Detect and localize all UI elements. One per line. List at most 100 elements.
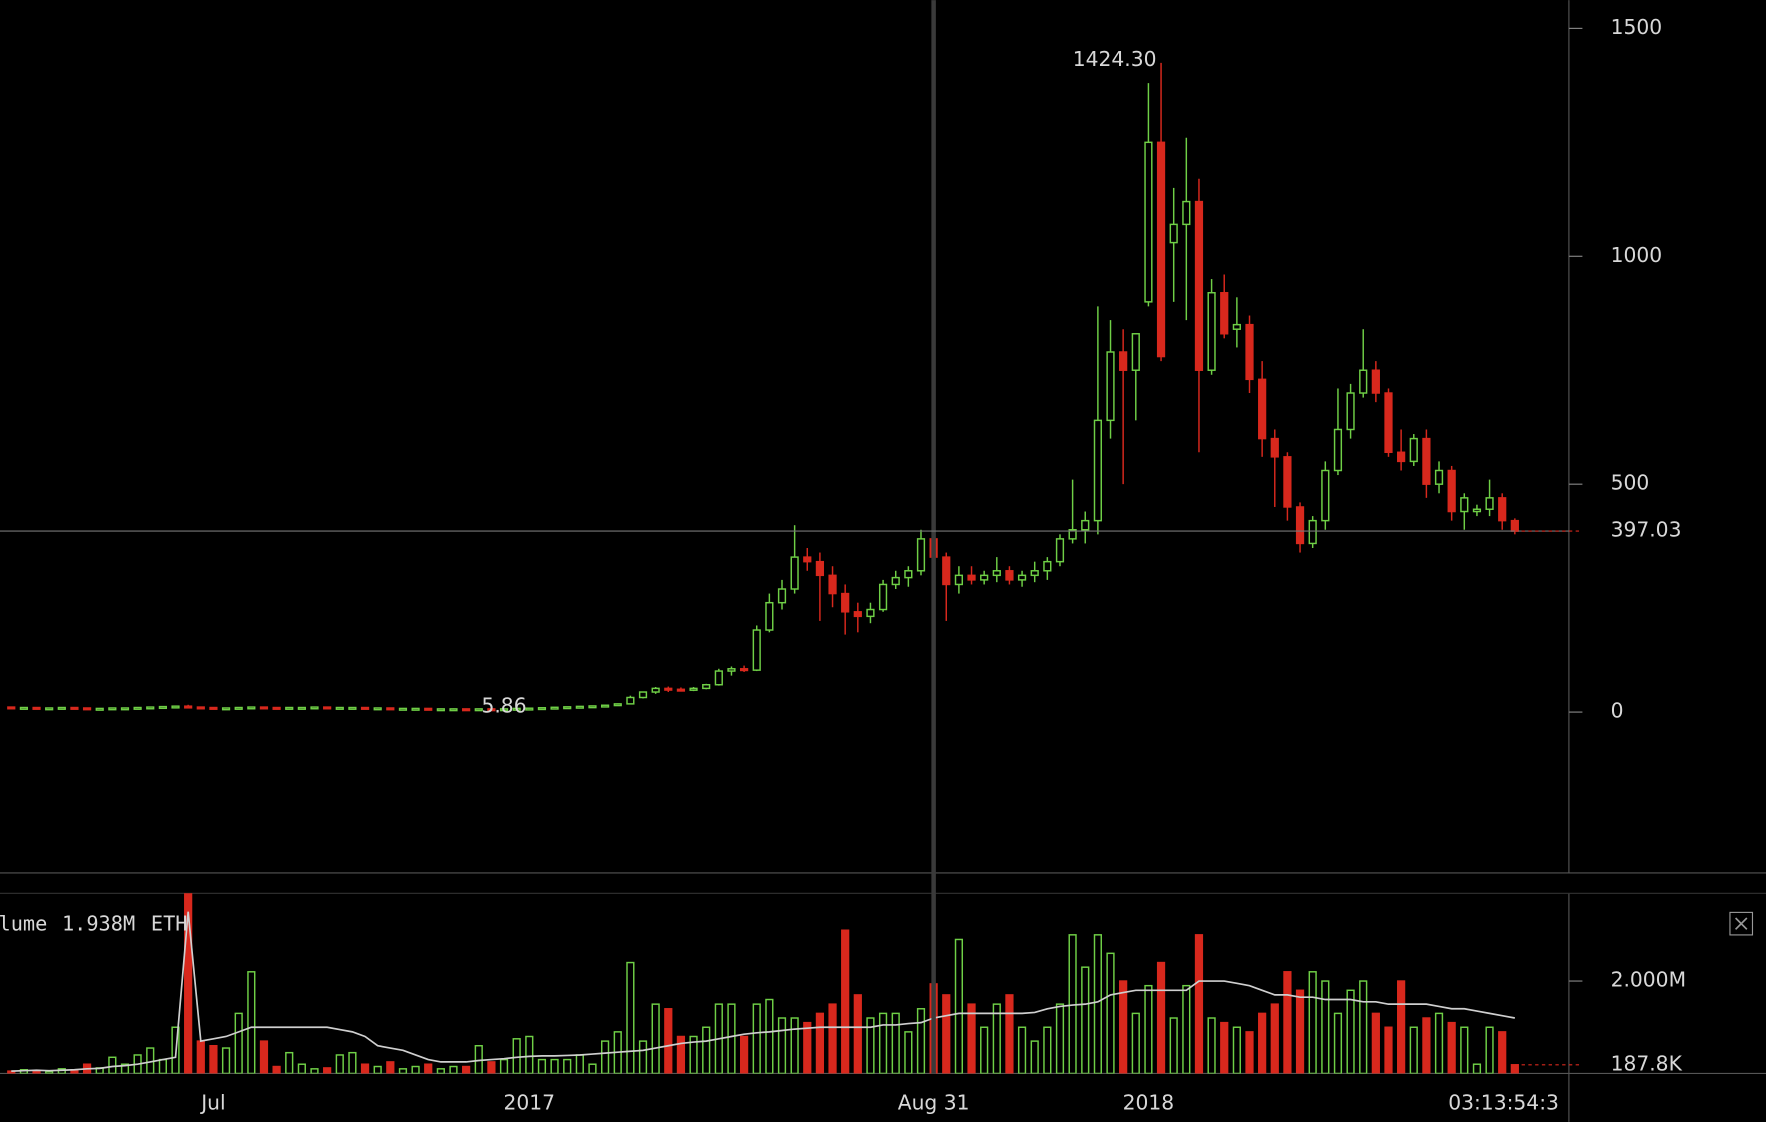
- volume-bar: [436, 1068, 445, 1074]
- volume-bar: [1295, 989, 1305, 1074]
- close-button-frame: [1729, 911, 1754, 936]
- volume-bar: [386, 1061, 395, 1074]
- close-icon: [1734, 917, 1748, 930]
- last-price-label: 397.03: [1611, 518, 1682, 542]
- volume-bar: [676, 1035, 686, 1074]
- candle-body: [1068, 529, 1077, 540]
- candle-body: [1169, 223, 1178, 244]
- candle-body: [474, 708, 483, 712]
- volume-bar: [1498, 1031, 1507, 1074]
- candle-body: [1194, 200, 1204, 371]
- close-button[interactable]: [1729, 911, 1754, 936]
- x-tick-label: Jul: [199, 1090, 225, 1114]
- candle-body: [158, 705, 167, 710]
- candle-body: [1409, 437, 1418, 463]
- volume-bar: [259, 1040, 269, 1074]
- volume-bar: [1245, 1031, 1254, 1074]
- candle-body: [348, 706, 357, 710]
- candle-body: [866, 608, 875, 618]
- candle-body: [1333, 428, 1343, 472]
- candle-body: [487, 708, 496, 712]
- candle-body: [841, 592, 850, 613]
- candle-body: [184, 705, 193, 709]
- candle-body: [588, 705, 597, 709]
- candle-body: [1119, 351, 1128, 371]
- volume-bar: [980, 1026, 989, 1074]
- candle-body: [1295, 506, 1305, 545]
- candle-body: [398, 707, 408, 711]
- volume-bar: [1043, 1026, 1052, 1074]
- candle-body: [1384, 392, 1393, 454]
- low-annotation: 5.86: [481, 694, 526, 718]
- volume-bar: [1359, 980, 1368, 1074]
- candle-body: [916, 538, 926, 572]
- candle-body: [1371, 369, 1380, 394]
- volume-bar: [575, 1054, 584, 1074]
- candle-body: [739, 668, 749, 672]
- volume-bar: [1258, 1012, 1267, 1074]
- candle-body: [1359, 369, 1368, 394]
- candle-body: [95, 707, 104, 711]
- candle-body: [878, 583, 888, 611]
- volume-bar: [992, 1003, 1001, 1074]
- volume-bar: [1055, 1003, 1065, 1074]
- volume-bar: [1005, 994, 1014, 1074]
- volume-bar: [765, 998, 774, 1074]
- candle-body: [386, 707, 395, 711]
- candle-body: [82, 707, 92, 711]
- y-tick-label: 1000: [1611, 243, 1663, 267]
- candle-body: [499, 708, 509, 712]
- candle-body: [297, 706, 306, 710]
- volume-bar: [1346, 989, 1355, 1074]
- volume-bar: [702, 1026, 711, 1074]
- volume-bar: [790, 1017, 799, 1074]
- candle-body: [1434, 469, 1444, 485]
- volume-bar: [221, 1047, 231, 1074]
- candle-body: [790, 556, 799, 590]
- volume-bar: [449, 1065, 458, 1074]
- volume-bar: [853, 994, 862, 1074]
- volume-bar: [1156, 961, 1166, 1074]
- volume-bar: [398, 1068, 408, 1074]
- candle-body: [1346, 392, 1355, 431]
- candle-body: [601, 704, 610, 708]
- volume-bar: [689, 1035, 698, 1074]
- volume-bar: [739, 1035, 749, 1074]
- candle-body: [752, 629, 761, 671]
- candle-body: [1498, 497, 1507, 522]
- candle-body: [891, 576, 900, 586]
- volume-bar: [1434, 1012, 1444, 1074]
- candle-body: [512, 707, 521, 711]
- x-tick-label: 2017: [504, 1090, 556, 1114]
- candle-body: [57, 706, 66, 710]
- candle-body: [853, 611, 862, 618]
- candle-body: [828, 574, 837, 595]
- y-tick-label: 1500: [1611, 15, 1663, 39]
- countdown: 03:13:54:3: [1448, 1090, 1559, 1114]
- volume-bar: [499, 1058, 509, 1074]
- volume-bar: [487, 1061, 496, 1074]
- volume-bar: [815, 1012, 825, 1074]
- high-annotation: 1424.30: [1073, 47, 1157, 71]
- volume-bar: [891, 1012, 900, 1074]
- candle-body: [133, 706, 142, 710]
- volume-bar: [1030, 1040, 1039, 1074]
- candle-body: [1460, 497, 1469, 513]
- candle-body: [1397, 451, 1406, 463]
- candle-body: [234, 706, 243, 710]
- volume-bar: [1017, 1026, 1027, 1074]
- candle-body: [146, 706, 155, 710]
- volume-bar: [272, 1065, 281, 1074]
- y-tick-label: 500: [1611, 471, 1650, 495]
- candle-body: [449, 708, 458, 712]
- candle-body: [32, 706, 41, 710]
- candle-body: [1043, 560, 1052, 572]
- volume-bar: [638, 1040, 648, 1074]
- candle-body: [1182, 200, 1191, 226]
- candle-body: [904, 570, 913, 579]
- candle-body: [689, 687, 698, 691]
- volume-legend-value: 1.938M: [62, 911, 135, 935]
- volume-legend-unit: ETH: [151, 911, 188, 935]
- volume-bar: [727, 1003, 736, 1074]
